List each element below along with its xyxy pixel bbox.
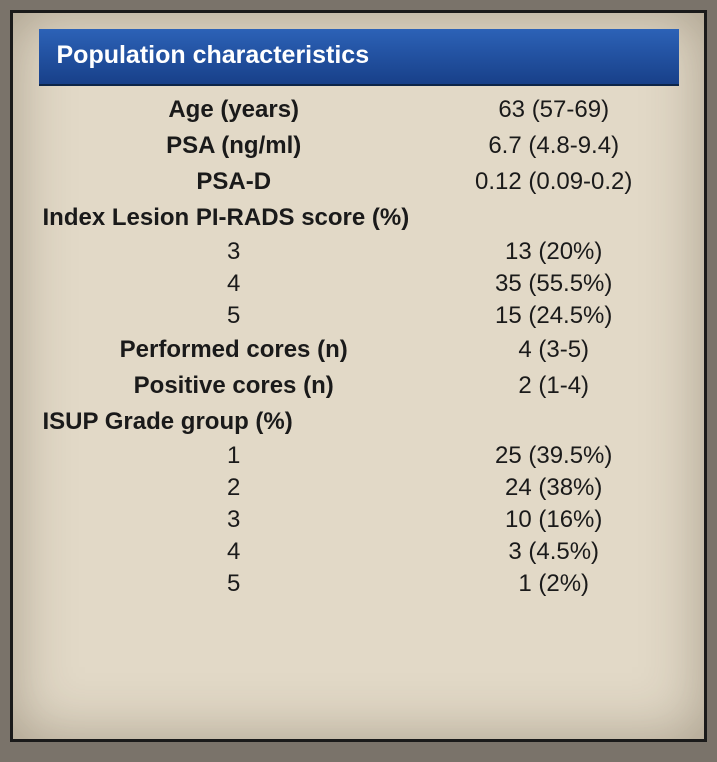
row-label: Age (years) bbox=[39, 85, 429, 128]
group-label: ISUP Grade group (%) bbox=[39, 404, 679, 440]
row-label: PSA-D bbox=[39, 164, 429, 200]
row-value: 4 (3-5) bbox=[429, 332, 679, 368]
table-group-header: ISUP Grade group (%) bbox=[39, 404, 679, 440]
row-sublabel: 5 bbox=[39, 300, 429, 332]
row-value: 35 (55.5%) bbox=[429, 268, 679, 300]
row-label: Performed cores (n) bbox=[39, 332, 429, 368]
row-sublabel: 4 bbox=[39, 268, 429, 300]
table-header-col2 bbox=[429, 29, 679, 85]
table-header-title: Population characteristics bbox=[39, 29, 429, 85]
table-row: 3 10 (16%) bbox=[39, 504, 679, 536]
population-characteristics-table: Population characteristics Age (years) 6… bbox=[39, 29, 679, 600]
row-value: 13 (20%) bbox=[429, 236, 679, 268]
table-row: Positive cores (n) 2 (1-4) bbox=[39, 368, 679, 404]
table-row: Age (years) 63 (57-69) bbox=[39, 85, 679, 128]
row-value: 15 (24.5%) bbox=[429, 300, 679, 332]
row-value: 63 (57-69) bbox=[429, 85, 679, 128]
table-row: 1 25 (39.5%) bbox=[39, 440, 679, 472]
row-sublabel: 2 bbox=[39, 472, 429, 504]
row-value: 2 (1-4) bbox=[429, 368, 679, 404]
table-row: PSA (ng/ml) 6.7 (4.8-9.4) bbox=[39, 128, 679, 164]
table-group-header: Index Lesion PI-RADS score (%) bbox=[39, 200, 679, 236]
row-value: 0.12 (0.09-0.2) bbox=[429, 164, 679, 200]
table-frame: Population characteristics Age (years) 6… bbox=[10, 10, 707, 742]
group-label: Index Lesion PI-RADS score (%) bbox=[39, 200, 679, 236]
table-row: Performed cores (n) 4 (3-5) bbox=[39, 332, 679, 368]
row-label: Positive cores (n) bbox=[39, 368, 429, 404]
table-header-row: Population characteristics bbox=[39, 29, 679, 85]
row-value: 24 (38%) bbox=[429, 472, 679, 504]
row-sublabel: 3 bbox=[39, 504, 429, 536]
row-sublabel: 5 bbox=[39, 568, 429, 600]
table-row: 5 15 (24.5%) bbox=[39, 300, 679, 332]
row-value: 1 (2%) bbox=[429, 568, 679, 600]
table-row: 4 35 (55.5%) bbox=[39, 268, 679, 300]
table-container: Population characteristics Age (years) 6… bbox=[39, 29, 679, 600]
row-label: PSA (ng/ml) bbox=[39, 128, 429, 164]
row-sublabel: 4 bbox=[39, 536, 429, 568]
table-row: PSA-D 0.12 (0.09-0.2) bbox=[39, 164, 679, 200]
row-sublabel: 1 bbox=[39, 440, 429, 472]
table-row: 5 1 (2%) bbox=[39, 568, 679, 600]
row-value: 25 (39.5%) bbox=[429, 440, 679, 472]
row-value: 3 (4.5%) bbox=[429, 536, 679, 568]
table-row: 2 24 (38%) bbox=[39, 472, 679, 504]
row-value: 6.7 (4.8-9.4) bbox=[429, 128, 679, 164]
table-row: 4 3 (4.5%) bbox=[39, 536, 679, 568]
table-row: 3 13 (20%) bbox=[39, 236, 679, 268]
row-sublabel: 3 bbox=[39, 236, 429, 268]
row-value: 10 (16%) bbox=[429, 504, 679, 536]
